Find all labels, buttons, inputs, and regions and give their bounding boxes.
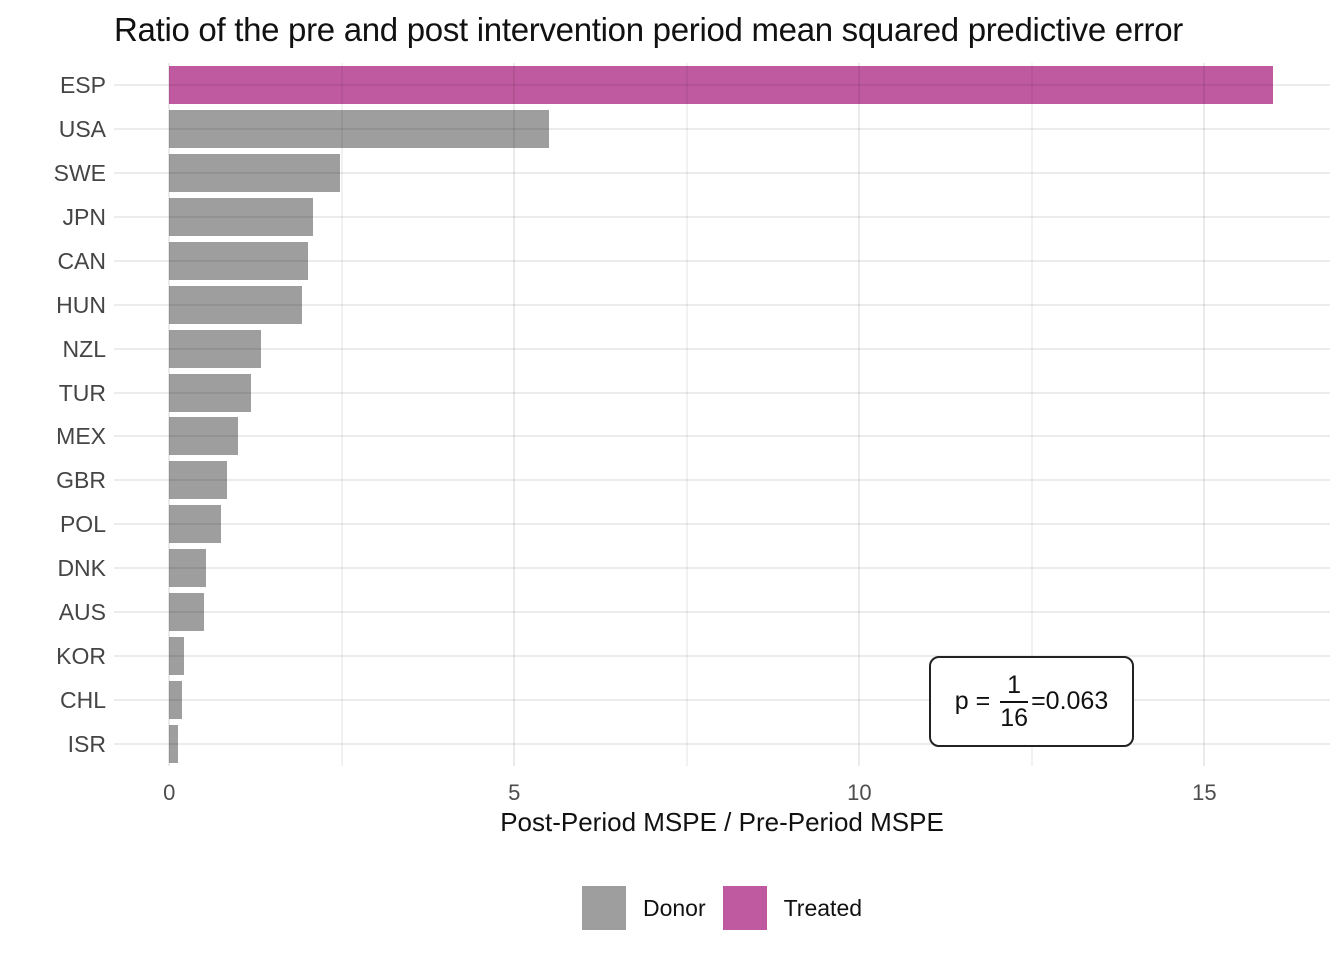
y-axis-label-AUS: AUS (58, 599, 106, 626)
gridline-row-ISR (114, 743, 1330, 746)
y-axis-label-POL: POL (59, 511, 106, 538)
bar-HUN (169, 285, 302, 324)
gridline-x-5 (513, 63, 516, 766)
y-axis-label-DNK: DNK (57, 555, 106, 582)
bar-SWE (169, 153, 341, 192)
bar-GBR (169, 461, 228, 500)
fraction-numerator: 1 (1000, 671, 1029, 703)
gridline-row-ESP (114, 83, 1330, 86)
gridline-row-USA (114, 127, 1330, 130)
gridline-row-GBR (114, 479, 1330, 482)
plot-title: Ratio of the pre and post intervention p… (114, 11, 1183, 48)
bar-POL (169, 505, 221, 544)
y-axis-label-MEX: MEX (56, 423, 106, 450)
x-axis-tick-labels: 0 5 10 15 (114, 780, 1330, 806)
bar-TUR (169, 373, 251, 412)
x-axis-title: Post-Period MSPE / Pre-Period MSPE (500, 807, 944, 837)
gridline-row-MEX (114, 435, 1330, 438)
bar-DNK (169, 549, 206, 588)
x-tick-label-15: 15 (1192, 780, 1217, 805)
bar-CAN (169, 241, 308, 280)
gridline-x-15 (1203, 63, 1206, 766)
gridline-row-CAN (114, 259, 1330, 262)
x-tick-label-5: 5 (508, 780, 521, 805)
gridline-row-NZL (114, 347, 1330, 350)
gridline-x-10 (858, 63, 861, 766)
plot-panel (114, 63, 1330, 766)
bar-CHL (169, 681, 182, 720)
y-axis-label-CHL: CHL (59, 687, 106, 714)
legend-label-treated: Treated (783, 894, 863, 921)
y-axis-label-NZL: NZL (62, 335, 106, 362)
legend-swatch-treated (722, 886, 767, 930)
y-axis-label-HUN: HUN (56, 291, 106, 318)
legend-swatch-donor (581, 886, 626, 930)
y-axis-label-KOR: KOR (56, 643, 106, 670)
y-axis-label-JPN: JPN (62, 203, 106, 230)
gridline-row-AUS (114, 611, 1330, 614)
x-tick-label-10: 10 (847, 780, 872, 805)
bar-AUS (169, 593, 205, 632)
bar-KOR (169, 637, 184, 676)
gridline-row-JPN (114, 215, 1330, 218)
bar-ESP (169, 65, 1274, 104)
gridline-x-12.5 (1030, 63, 1033, 766)
bar-NZL (169, 329, 261, 368)
gridline-x-0 (168, 63, 171, 766)
bar-ISR (169, 725, 179, 764)
gridline-x-7.5 (685, 63, 688, 766)
y-axis-label-ESP: ESP (59, 71, 106, 98)
gridline-row-DNK (114, 567, 1330, 570)
p-value-fraction: 1 16 (1000, 671, 1029, 733)
bar-JPN (169, 197, 313, 236)
gridline-row-TUR (114, 391, 1330, 394)
legend: Donor Treated (114, 886, 1330, 930)
gridline-row-SWE (114, 171, 1330, 174)
gridline-x-2.5 (340, 63, 343, 766)
gridline-row-KOR (114, 655, 1330, 658)
x-tick-label-0: 0 (163, 780, 176, 805)
gridline-row-HUN (114, 303, 1330, 306)
gridline-row-POL (114, 523, 1330, 526)
bar-MEX (169, 417, 239, 456)
y-axis-label-USA: USA (58, 115, 106, 142)
y-axis-label-ISR: ISR (67, 731, 106, 758)
bar-USA (169, 109, 549, 148)
gridline-row-CHL (114, 699, 1330, 702)
fraction-denominator: 16 (1000, 703, 1029, 732)
y-axis-labels: ESP USA SWE JPN CAN HUN NZL TUR MEX GBR POL DNK AUS K… (0, 63, 106, 766)
p-value-result: =0.063 (1031, 687, 1109, 715)
y-axis-label-CAN: CAN (57, 247, 106, 274)
y-axis-label-GBR: GBR (56, 467, 106, 494)
y-axis-label-SWE: SWE (53, 159, 106, 186)
p-value-annotation: p = 1 16 =0.063 (929, 656, 1134, 747)
y-axis-label-TUR: TUR (58, 379, 106, 406)
p-value-prefix: p = (954, 687, 998, 715)
legend-label-donor: Donor (642, 894, 706, 921)
